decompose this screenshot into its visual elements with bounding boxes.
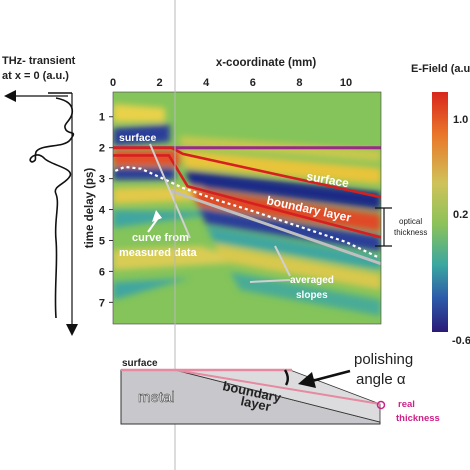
y-tick-label: 4 xyxy=(99,205,106,217)
heatmap-teal-1 xyxy=(113,210,230,228)
heatmap-blue-2 xyxy=(113,168,175,180)
band-line-curve-from-measured-data xyxy=(114,165,380,259)
colorbar-tick-mid: 0.2 xyxy=(453,209,468,221)
heatmap-band-blue-b xyxy=(198,208,381,252)
heatmap xyxy=(113,92,381,324)
x-tick-label: 6 xyxy=(250,77,256,89)
schematic-angle-arrow-head xyxy=(298,372,316,388)
heatmap-red-1 xyxy=(113,150,180,166)
leader-curve-arrow xyxy=(152,210,162,222)
y-tick-label: 2 xyxy=(99,143,105,155)
schematic-boundary-label-2: layer xyxy=(239,393,272,414)
schematic-metal-label: metal xyxy=(138,389,175,406)
heatmap-band-blue-a xyxy=(185,170,381,210)
x-ticks: 0 2 4 6 8 10 xyxy=(110,77,352,89)
band-line-averaged-slope xyxy=(170,189,381,266)
y-tick-label: 5 xyxy=(99,235,105,247)
y-tick-label: 3 xyxy=(99,174,105,186)
colorbar-label: E-Field (a.u.) xyxy=(411,63,470,75)
colorbar-tick-min: -0.6 xyxy=(452,335,470,347)
colorbar: E-Field (a.u.) 1.0 0.2 -0.6 xyxy=(411,63,470,347)
transient-trace xyxy=(29,97,75,319)
annotation-curve-2: measured data xyxy=(119,247,198,259)
x-tick-label: 10 xyxy=(340,77,352,89)
schematic-polishing-label-2: angle α xyxy=(356,371,406,388)
schematic-angle-arc xyxy=(283,369,289,386)
heatmap-band-teal xyxy=(206,226,381,270)
transient-arrow-head-down xyxy=(66,324,78,336)
schematic-angle-arrow-line xyxy=(307,369,351,384)
x-tick-label: 0 xyxy=(110,77,116,89)
optical-label-1: optical xyxy=(399,217,422,226)
schematic-polishing-label-1: polishing xyxy=(354,351,413,368)
transient-label: THz- transient xyxy=(2,55,76,67)
y-tick-label: 1 xyxy=(99,112,105,124)
y-ticks: 1 2 3 4 5 6 7 xyxy=(99,112,113,309)
annotation-curve-1: curve from xyxy=(132,232,189,244)
schematic-real-thickness-marker xyxy=(376,400,386,410)
schematic-real-label-2: thickness xyxy=(396,413,440,424)
schematic-real-label-1: real xyxy=(398,399,415,410)
x-axis-label: x-coordinate (mm) xyxy=(216,57,316,69)
leader-curve xyxy=(147,217,159,233)
y-tick-label: 6 xyxy=(99,266,105,278)
heatmap-blue-1 xyxy=(113,124,170,146)
y-tick-label: 7 xyxy=(99,297,105,309)
y-axis-label: time delay (ps) xyxy=(84,168,96,249)
heatmap-yellow-1 xyxy=(113,104,165,122)
transient-panel: THz- transient at x = 0 (a.u.) xyxy=(2,55,78,336)
optical-thickness-bracket: optical thickness xyxy=(375,207,427,247)
band-line-red-lower xyxy=(113,154,381,239)
schematic-real-thickness-line xyxy=(174,369,381,405)
heatmap-teal-2 xyxy=(113,278,190,300)
leader-averaged-2 xyxy=(274,245,291,277)
annotation-surface-top: surface xyxy=(119,132,157,144)
colorbar-gradient xyxy=(432,92,448,332)
transient-label-2: at x = 0 (a.u.) xyxy=(2,70,69,82)
heatmap-band-yellow-b xyxy=(214,244,381,290)
optical-label-2: thickness xyxy=(394,228,427,237)
schematic-surface-label: surface xyxy=(122,358,158,369)
band-line-red-upper xyxy=(113,146,381,199)
heatmap-band-yellow-a xyxy=(180,150,381,184)
schematic: surface metal boundary layer polishing a… xyxy=(120,351,440,425)
band-lines xyxy=(113,146,381,266)
x-tick-label: 2 xyxy=(157,77,163,89)
leader-averaged xyxy=(249,279,291,283)
leader-surface xyxy=(149,143,191,239)
x-tick-label: 8 xyxy=(296,77,302,89)
heatmap-yellow-3 xyxy=(113,246,250,270)
heatmap-band-teal-b xyxy=(230,272,381,316)
colorbar-tick-max: 1.0 xyxy=(453,114,468,126)
x-tick-label: 4 xyxy=(203,77,210,89)
annotation-averaged-1: averaged xyxy=(290,275,334,286)
annotation-averaged-2: slopes xyxy=(296,290,328,301)
